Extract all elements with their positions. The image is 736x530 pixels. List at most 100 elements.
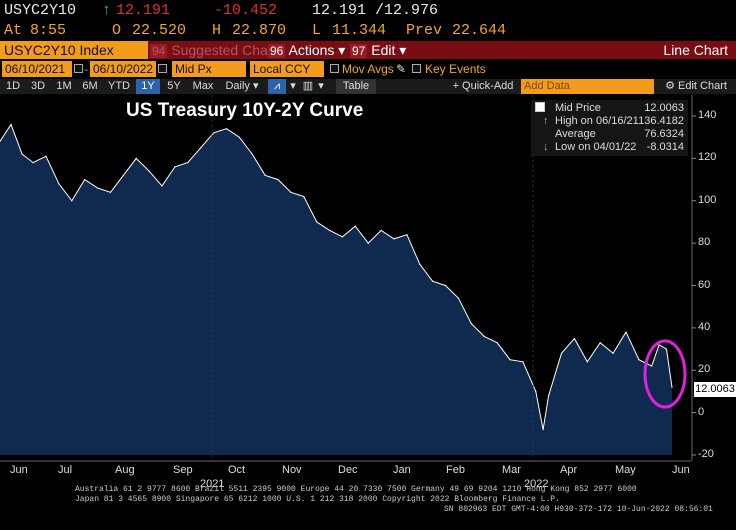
- legend-low-value: -8.0314: [646, 141, 684, 153]
- data-point: [522, 361, 524, 363]
- data-point: [419, 263, 421, 265]
- field-select[interactable]: Mid Px: [172, 61, 246, 77]
- data-point: [444, 284, 447, 287]
- period-5y[interactable]: 5Y: [167, 80, 181, 92]
- x-tick-label: Sep: [173, 464, 193, 476]
- pencil-icon[interactable]: ✎: [396, 62, 407, 76]
- x-tick-label: Dec: [338, 464, 358, 476]
- period-6m[interactable]: 6M: [82, 80, 98, 92]
- edit-chart-button[interactable]: ⚙ Edit Chart: [656, 79, 736, 94]
- calendar-icon[interactable]: [74, 64, 83, 73]
- chart-title: US Treasury 10Y-2Y Curve: [126, 100, 364, 121]
- x-tick-label: Jul: [58, 464, 73, 476]
- chart-type-label: Line Chart: [663, 42, 728, 58]
- series-area: [0, 124, 672, 455]
- period-1y[interactable]: 1Y: [136, 79, 160, 94]
- chevron-down-icon: ▾: [399, 42, 407, 58]
- legend-average-label: Average: [555, 128, 596, 140]
- bar-style-icon[interactable]: ▥: [302, 80, 314, 92]
- ticker-field[interactable]: USYC2Y10 Index: [0, 41, 148, 59]
- currency-select[interactable]: Local CCY: [250, 61, 324, 77]
- frequency-select[interactable]: Daily ▾: [220, 79, 264, 94]
- data-point: [174, 166, 176, 168]
- legend-high-label: High on 06/16/21: [555, 115, 639, 127]
- chart-canvas: [0, 95, 696, 462]
- year-label: 2022: [524, 478, 549, 490]
- key-events-checkbox[interactable]: [412, 64, 421, 73]
- mov-avgs-checkbox[interactable]: [330, 64, 339, 73]
- toolbar: 1D 3D 1M 6M YTD 1Y 5Y Max Daily ▾ ⩘ ▾ ▥ …: [0, 79, 736, 94]
- prev-value: 22.644: [452, 22, 507, 39]
- legend-low-label: Low on 04/01/22: [555, 141, 637, 153]
- data-point: [535, 390, 537, 393]
- data-point: [509, 359, 511, 361]
- footer-contacts-2: Japan 81 3 4565 8900 Singapore 65 6212 1…: [75, 495, 560, 504]
- data-point: [548, 395, 550, 397]
- data-point: [109, 191, 112, 193]
- series-line: [0, 123, 673, 430]
- period-3d[interactable]: 3D: [30, 80, 46, 92]
- x-tick-label: Jun: [672, 464, 690, 476]
- period-max[interactable]: Max: [192, 80, 214, 92]
- legend-mid-price-value: 12.0063: [644, 102, 684, 114]
- x-tick-label: Mar: [502, 464, 521, 476]
- data-point: [238, 136, 240, 138]
- open-value: 22.520: [132, 22, 187, 39]
- line-style-icon[interactable]: ⩘: [268, 79, 286, 94]
- add-data-input[interactable]: Add Data: [521, 79, 654, 94]
- data-point: [212, 132, 215, 134]
- edit-label: Edit: [371, 42, 396, 58]
- legend-average-value: 76.6324: [644, 128, 684, 140]
- chevron-down-icon[interactable]: ▾: [318, 80, 324, 92]
- table-button[interactable]: Table: [336, 79, 376, 94]
- data-point: [470, 323, 472, 325]
- calendar-icon[interactable]: [158, 64, 167, 73]
- period-1d[interactable]: 1D: [5, 80, 21, 92]
- open-label: O: [112, 22, 122, 39]
- data-point: [290, 191, 292, 193]
- net-change: -10.452: [214, 2, 278, 19]
- suggested-number: 94: [150, 44, 168, 58]
- edit-button[interactable]: 97 Edit ▾: [350, 41, 406, 59]
- actions-button[interactable]: 96 Actions ▾: [268, 41, 345, 59]
- data-point: [32, 162, 34, 164]
- y-tick-label: 60: [698, 278, 711, 291]
- x-tick-label: Jan: [393, 464, 411, 476]
- start-date-field[interactable]: 06/10/2021: [2, 61, 72, 77]
- data-point: [658, 344, 660, 346]
- data-point: [406, 234, 408, 236]
- data-point: [135, 157, 137, 159]
- data-point: [367, 242, 369, 244]
- data-point: [264, 174, 266, 176]
- chevron-down-icon: ▾: [252, 80, 259, 92]
- edit-chart-label: Edit Chart: [678, 80, 727, 92]
- security-symbol[interactable]: USYC2Y10: [4, 2, 77, 19]
- data-point: [71, 200, 73, 202]
- data-point: [161, 185, 163, 187]
- x-tick-label: Nov: [282, 464, 302, 476]
- low-label: L: [312, 22, 322, 39]
- period-ytd[interactable]: YTD: [108, 80, 130, 92]
- chevron-down-icon: ▾: [338, 42, 346, 58]
- data-point: [393, 238, 395, 240]
- suggested-charts-button[interactable]: 94 Suggested Charts: [150, 41, 283, 59]
- end-date-field[interactable]: 06/10/2022: [90, 61, 156, 77]
- legend-box: Mid Price 12.0063 ↑ High on 06/16/21 136…: [531, 100, 688, 156]
- data-point: [84, 178, 86, 181]
- data-point: [251, 153, 253, 155]
- y-tick-label: 40: [698, 320, 711, 333]
- chevron-down-icon[interactable]: ▾: [290, 80, 296, 92]
- high-value: 22.870: [232, 22, 287, 39]
- quote-row: USYC2Y10 ↑ 12.191 -10.452 12.191 /12.976: [0, 2, 736, 20]
- y-tick-label: 120: [698, 151, 717, 164]
- data-point: [10, 123, 12, 126]
- period-1m[interactable]: 1M: [56, 80, 72, 92]
- x-tick-label: Jun: [10, 464, 28, 476]
- data-point: [96, 187, 99, 189]
- footer-session: SN 802963 EDT GMT-4:00 H930-372-172 10-J…: [444, 505, 713, 514]
- data-point: [496, 342, 498, 344]
- at-label: At: [4, 22, 23, 39]
- legend-down-arrow-icon: ↓: [543, 141, 549, 153]
- quick-add-button[interactable]: + Quick-Add: [452, 80, 514, 92]
- data-point: [542, 428, 544, 431]
